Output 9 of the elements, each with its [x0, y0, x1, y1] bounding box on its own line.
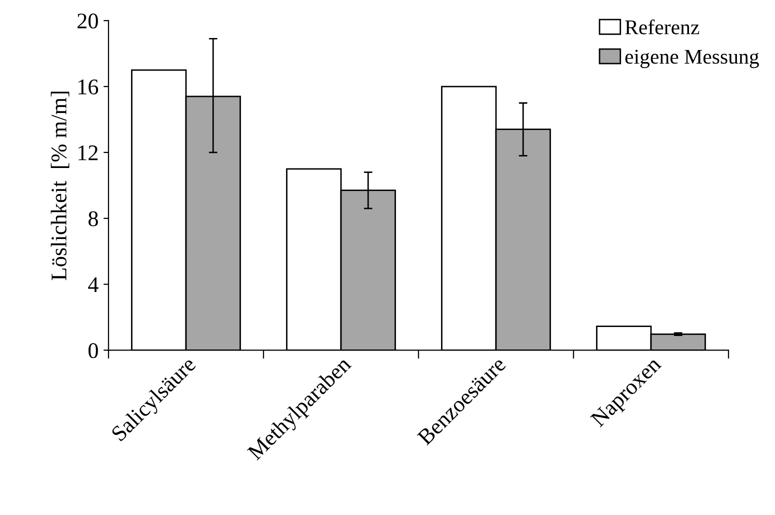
- y-tick-label: 16: [78, 80, 98, 94]
- y-tick-label: 8: [88, 211, 98, 226]
- legend-label: eigene Messung: [625, 50, 759, 68]
- y-tick-label: 0: [88, 343, 98, 358]
- y-tick-label: 20: [78, 14, 98, 29]
- legend-label: Referenz: [625, 19, 700, 34]
- y-tick-label: 4: [88, 277, 98, 292]
- y-tick-label: 12: [78, 145, 98, 160]
- y-axis-title: Löslichkeit [% m/m]: [50, 92, 70, 280]
